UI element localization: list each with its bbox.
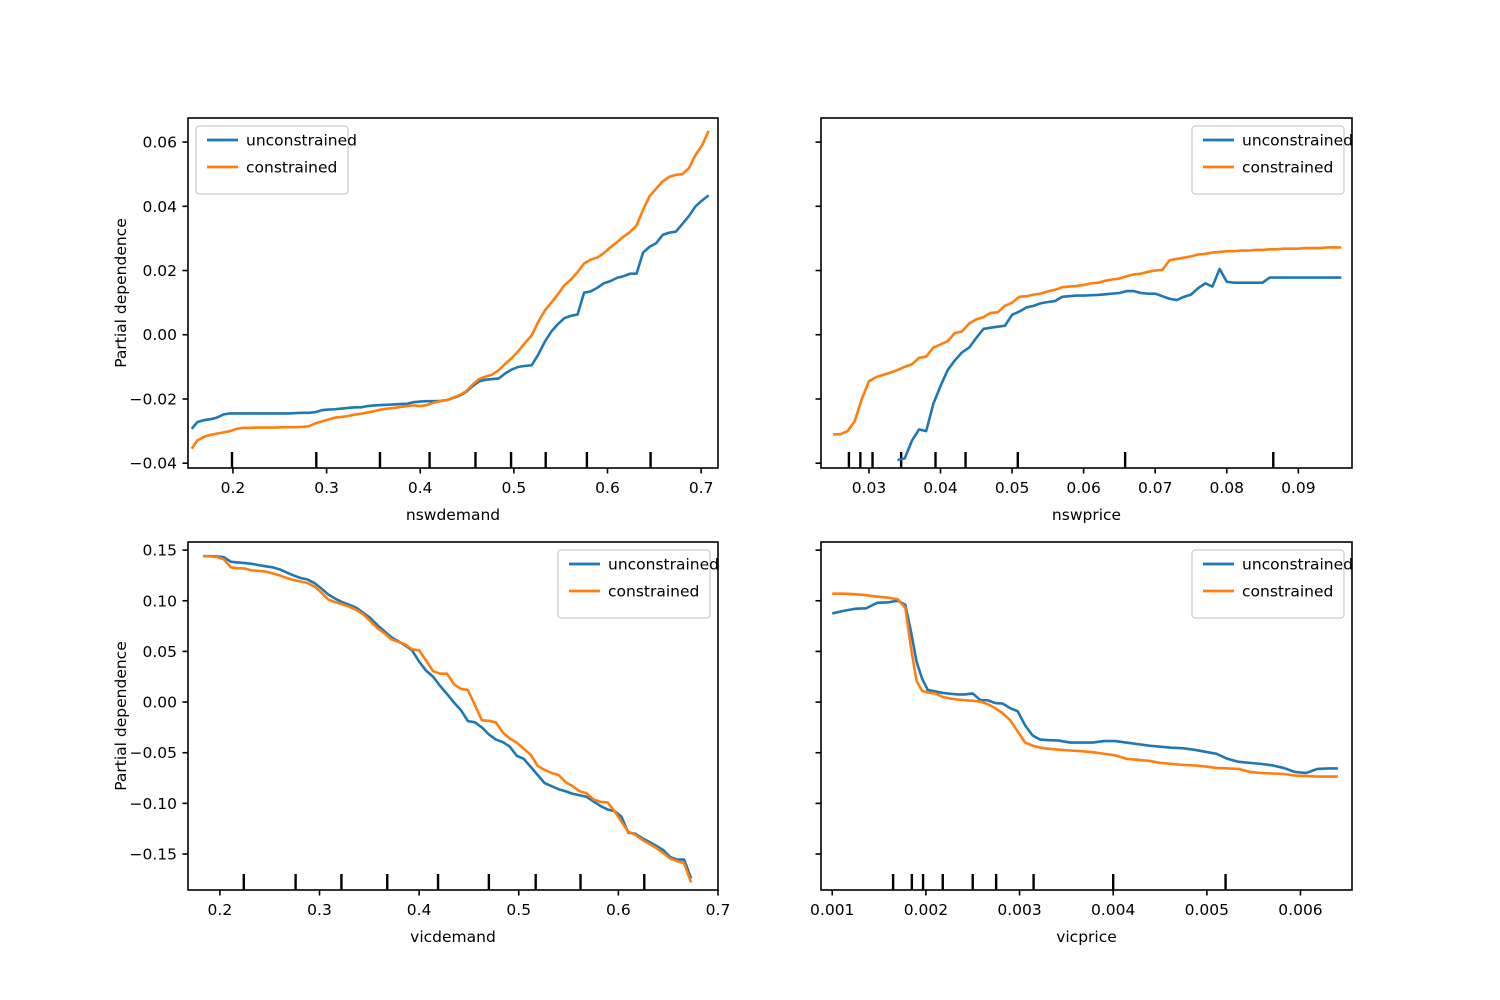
legend[interactable]: unconstrained constrained [195,125,357,195]
y-tick-label: 0.05 [142,643,177,661]
x-tick-label: 0.3 [314,479,339,497]
legend-label-unconstrained: unconstrained [1242,132,1353,150]
x-axis-label: vicprice [1056,928,1117,946]
y-tick-label: 0.15 [142,542,177,560]
legend[interactable]: unconstrained constrained [557,549,719,619]
y-tick-label: 0.04 [142,198,177,216]
x-tick-label: 0.05 [995,479,1030,497]
y-tick-label: −0.05 [130,744,178,762]
x-axis-label: vicdemand [410,928,496,946]
x-tick-label: 0.6 [595,479,620,497]
x-tick-label: 0.06 [1066,479,1101,497]
y-tick-label: 0.06 [142,134,177,152]
legend[interactable]: unconstrained constrained [1191,549,1353,619]
x-tick-label: 0.004 [1091,901,1135,919]
y-tick-label: 0.00 [142,326,177,344]
axes-frame [187,117,719,469]
x-tick-label: 0.04 [923,479,958,497]
x-tick-label: 0.4 [407,901,432,919]
axes-frame [187,541,719,891]
axes-frame [820,117,1353,469]
x-tick-label: 0.07 [1138,479,1173,497]
x-axis-label: nswdemand [406,506,500,524]
chart-panel-nswprice: 0.03 0.04 0.05 0.06 0.07 0.08 0.09 nswprice unco… [743,112,1366,530]
series-line-constrained [833,246,1342,436]
x-tick-label: 0.2 [221,479,246,497]
x-tick-label: 0.005 [1185,901,1229,919]
x-tick-label: 0.3 [307,901,332,919]
series-line-constrained [832,592,1338,778]
legend-label-unconstrained: unconstrained [608,556,719,574]
axes-frame [820,541,1353,891]
chart-panel-vicdemand: 0.2 0.3 0.4 0.5 0.6 0.7 −0.15 −0.10 −0.05 0.00 0.0… [110,536,732,952]
x-tick-label: 0.001 [810,901,854,919]
y-tick-label: 0.02 [142,262,177,280]
x-tick-label: 0.5 [506,901,531,919]
series-line-constrained [190,130,710,450]
chart-panel-vicprice: 0.001 0.002 0.003 0.004 0.005 0.006 vicprice un… [743,536,1366,952]
x-tick-label: 0.03 [852,479,887,497]
x-tick-label: 0.08 [1210,479,1245,497]
x-tick-label: 0.09 [1281,479,1316,497]
y-tick-label: 0.10 [142,592,177,610]
legend-label-constrained: constrained [608,583,699,601]
legend-label-constrained: constrained [246,159,337,177]
x-tick-label: 0.6 [606,901,631,919]
x-axis-label: nswprice [1052,506,1121,524]
x-tick-label: 0.2 [208,901,233,919]
x-tick-label: 0.006 [1278,901,1322,919]
series-line-unconstrained [831,599,1338,775]
x-tick-label: 0.5 [502,479,527,497]
x-tick-label: 0.7 [706,901,731,919]
y-tick-label: 0.00 [142,694,177,712]
y-tick-label: −0.04 [130,455,178,473]
series-line-unconstrained [202,554,693,879]
x-tick-label: 0.003 [997,901,1041,919]
legend-label-constrained: constrained [1242,583,1333,601]
series-line-constrained [202,554,693,883]
y-axis-label: Partial dependence [112,218,130,367]
legend-label-constrained: constrained [1242,159,1333,177]
x-tick-label: 0.7 [689,479,714,497]
y-tick-label: −0.02 [130,390,178,408]
y-tick-label: −0.10 [130,795,178,813]
y-axis-label: Partial dependence [112,641,130,790]
series-line-unconstrained [897,267,1342,462]
x-tick-label: 0.002 [904,901,948,919]
legend[interactable]: unconstrained constrained [1191,125,1353,195]
x-tick-label: 0.4 [408,479,433,497]
legend-label-unconstrained: unconstrained [246,132,357,150]
y-tick-label: −0.15 [130,846,178,864]
legend-label-unconstrained: unconstrained [1242,556,1353,574]
chart-panel-nswdemand: 0.2 0.3 0.4 0.5 0.6 0.7 −0.04 −0.02 0.00 0.02 0.04… [110,112,732,530]
